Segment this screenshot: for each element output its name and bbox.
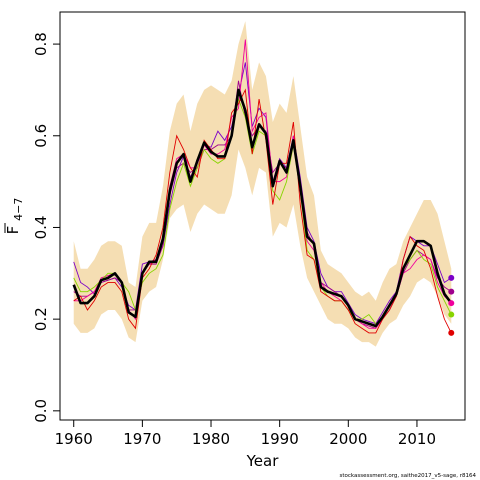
endpoint-dot-4 <box>448 311 455 318</box>
y-axis: 0.0 0.2 0.4 0.6 0.8 <box>32 32 61 423</box>
x-tick-label: 1980 <box>192 430 230 448</box>
endpoint-dot-1 <box>448 274 455 281</box>
y-tick-label: 0.2 <box>32 307 50 331</box>
x-tick-label: 1960 <box>55 430 93 448</box>
x-tick-label: 1970 <box>123 430 161 448</box>
confidence-band <box>73 21 452 347</box>
y-tick-label: 0.4 <box>32 216 50 240</box>
y-axis-title-letter: F <box>4 226 22 235</box>
estimate-line <box>72 88 453 328</box>
x-tick-label: 2010 <box>398 430 436 448</box>
confidence-band-layer <box>73 21 452 347</box>
x-tick-label: 1990 <box>261 430 299 448</box>
endpoint-dot-2 <box>448 288 455 295</box>
y-tick-label: 0.6 <box>32 124 50 148</box>
endpoint-dot-3 <box>448 300 455 307</box>
x-axis: 1960 1970 1980 1990 2000 2010 <box>55 419 436 448</box>
x-axis-title: Year <box>246 452 280 470</box>
y-axis-title-main: F 4−7 <box>4 198 25 235</box>
series-line-5 <box>73 88 452 334</box>
x-tick-label: 2000 <box>329 430 367 448</box>
y-tick-label: 0.8 <box>32 32 50 56</box>
endpoint-dots-layer <box>448 274 455 336</box>
estimate-line-layer <box>72 88 453 328</box>
endpoint-dot-5 <box>448 329 455 336</box>
y-tick-label: 0.0 <box>32 399 50 423</box>
footnote: stockassessment.org, saithe2017_v5-sage,… <box>339 473 476 479</box>
y-axis-title-subscript: 4−7 <box>12 198 25 221</box>
y-axis-title: F 4−7 <box>4 198 25 235</box>
